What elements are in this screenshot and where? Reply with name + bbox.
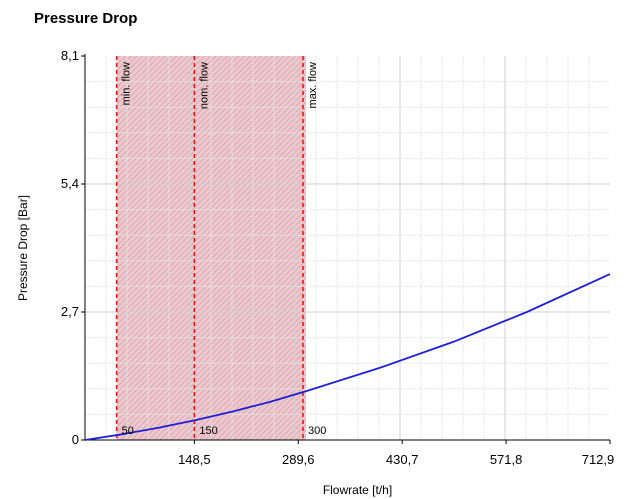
flow-marker-label: min. flow <box>121 62 133 105</box>
y-tick-label: 0 <box>72 432 79 447</box>
x-tick-label: 148,5 <box>178 452 211 467</box>
y-tick-label: 5,4 <box>61 176 79 191</box>
x-axis-title: Flowrate [t/h] <box>323 483 392 497</box>
x-tick-label: 712,9 <box>582 452 615 467</box>
y-tick-label: 2,7 <box>61 304 79 319</box>
x-tick-label: 430,7 <box>386 452 419 467</box>
y-tick-label: 8,1 <box>61 48 79 63</box>
chart-title: Pressure Drop <box>34 10 138 27</box>
y-axis-title: Pressure Drop [Bar] <box>16 195 30 301</box>
pressure-drop-line <box>84 273 611 441</box>
x-tick-label: 571,8 <box>490 452 523 467</box>
flow-marker-label: max. flow <box>307 62 319 109</box>
flow-marker-value: 150 <box>199 425 217 437</box>
flow-marker-value: 50 <box>122 425 134 437</box>
x-tick-label: 289,6 <box>282 452 315 467</box>
flow-marker-value: 300 <box>308 425 326 437</box>
flow-marker-label: nom. flow <box>198 62 210 109</box>
